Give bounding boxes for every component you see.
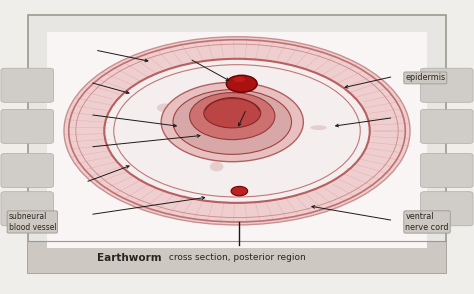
- Bar: [47, 32, 427, 248]
- Ellipse shape: [231, 186, 247, 196]
- Ellipse shape: [177, 133, 200, 137]
- Ellipse shape: [248, 90, 261, 98]
- Ellipse shape: [310, 125, 327, 130]
- FancyBboxPatch shape: [420, 153, 473, 188]
- FancyBboxPatch shape: [1, 109, 54, 143]
- Text: cross section, posterior region: cross section, posterior region: [166, 253, 306, 263]
- Ellipse shape: [173, 90, 292, 154]
- Ellipse shape: [66, 41, 408, 226]
- FancyBboxPatch shape: [1, 68, 54, 102]
- Ellipse shape: [188, 126, 207, 136]
- Ellipse shape: [233, 77, 246, 82]
- Text: ventral
nerve cord: ventral nerve cord: [405, 212, 449, 232]
- Ellipse shape: [161, 82, 303, 162]
- Ellipse shape: [227, 75, 257, 92]
- Ellipse shape: [210, 162, 223, 171]
- Ellipse shape: [157, 103, 173, 112]
- FancyBboxPatch shape: [420, 109, 473, 143]
- Ellipse shape: [204, 98, 261, 128]
- Ellipse shape: [104, 59, 370, 203]
- FancyBboxPatch shape: [1, 153, 54, 188]
- Ellipse shape: [104, 59, 370, 203]
- Text: subneural
blood vessel: subneural blood vessel: [9, 212, 56, 232]
- Bar: [28, 15, 446, 273]
- FancyBboxPatch shape: [420, 68, 473, 102]
- Text: epidermis: epidermis: [405, 74, 446, 82]
- Text: Earthworm: Earthworm: [97, 253, 161, 263]
- Bar: [28, 241, 446, 273]
- FancyBboxPatch shape: [1, 192, 54, 226]
- Ellipse shape: [190, 93, 275, 140]
- FancyBboxPatch shape: [420, 192, 473, 226]
- Ellipse shape: [64, 37, 410, 225]
